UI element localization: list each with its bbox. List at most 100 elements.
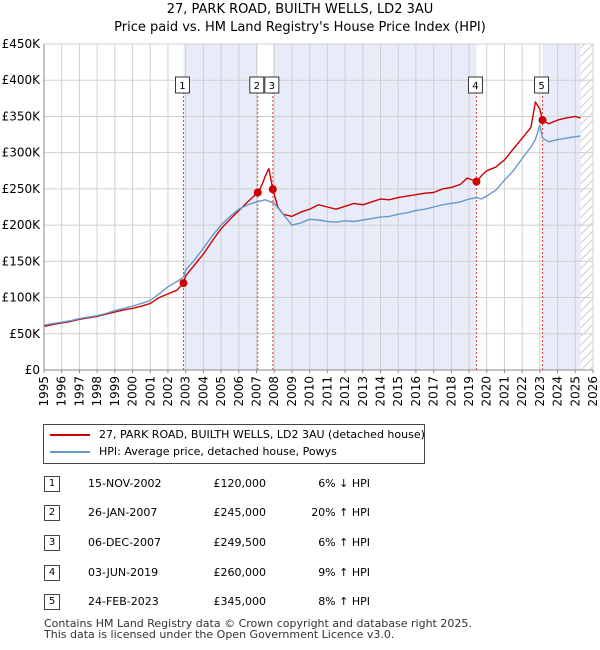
sale-price: £345,000	[213, 595, 267, 608]
x-tick-label: 2011	[320, 376, 334, 407]
legend-item-hpi: HPI: Average price, detached house, Powy…	[50, 444, 337, 460]
sale-date: 03-JUN-2019	[88, 566, 159, 579]
future-hatch	[580, 44, 593, 370]
legend-swatch-blue	[50, 451, 90, 453]
sale-number: 5	[44, 594, 60, 610]
sale-date: 26-JAN-2007	[88, 506, 158, 519]
sale-price: £120,000	[213, 477, 267, 490]
legend-swatch-red	[50, 434, 90, 436]
sale-point	[253, 188, 262, 197]
x-tick-label: 2016	[409, 376, 423, 407]
chart-title: 27, PARK ROAD, BUILTH WELLS, LD2 3AU	[166, 2, 434, 17]
sale-hpi: 20% ↑ HPI	[311, 506, 370, 519]
x-tick-label: 2018	[444, 376, 458, 407]
footer: Contains HM Land Registry data © Crown c…	[44, 618, 472, 640]
x-tick-label: 1997	[72, 376, 86, 407]
x-tick-label: 2014	[373, 376, 387, 407]
sale-row: 1 15-NOV-2002 £120,000 6% ↓ HPI	[0, 474, 600, 494]
sale-row: 4 03-JUN-2019 £260,000 9% ↑ HPI	[0, 563, 600, 583]
sale-label-box	[467, 76, 483, 94]
sale-label: 2	[254, 81, 260, 92]
sale-label: 1	[179, 81, 185, 92]
y-tick-label: £100K	[2, 291, 42, 305]
hpi-line	[44, 124, 581, 326]
chart-subtitle: Price paid vs. HM Land Registry's House …	[114, 20, 486, 35]
sale-label-box	[534, 76, 550, 94]
x-tick-label: 1999	[108, 376, 122, 407]
x-tick-label: 2019	[462, 376, 476, 407]
footer-license: This data is licensed under the Open Gov…	[44, 628, 395, 641]
sale-number: 1	[44, 476, 60, 492]
sale-price: £245,000	[213, 506, 267, 519]
sale-hpi: 8% ↑ HPI	[318, 595, 370, 608]
x-tick-label: 1996	[55, 376, 69, 407]
y-tick-label: £0	[25, 363, 40, 377]
sale-date: 24-FEB-2023	[88, 595, 159, 608]
sale-label-box	[249, 76, 265, 94]
sale-point	[268, 185, 277, 194]
y-tick-label: £400K	[2, 73, 42, 87]
legend-label-property: 27, PARK ROAD, BUILTH WELLS, LD2 3AU (de…	[99, 428, 425, 441]
sale-point	[538, 116, 547, 125]
x-tick-label: 2003	[179, 376, 193, 407]
x-tick-label: 2017	[427, 376, 441, 407]
x-tick-label: 2009	[285, 376, 299, 407]
sale-label-box	[174, 76, 190, 94]
x-tick-label: 2022	[515, 376, 529, 407]
sale-label-box	[264, 76, 280, 94]
sale-hpi: 9% ↑ HPI	[318, 566, 370, 579]
x-tick-label: 1998	[90, 376, 104, 407]
sale-price: £249,500	[213, 536, 267, 549]
y-tick-label: £250K	[2, 182, 42, 196]
x-tick-label: 2024	[551, 376, 565, 407]
sale-number: 3	[44, 535, 60, 551]
x-tick-label: 1995	[37, 376, 51, 407]
sale-number: 2	[44, 505, 60, 521]
x-tick-label: 2026	[586, 376, 600, 407]
legend-label-hpi: HPI: Average price, detached house, Powy…	[99, 445, 337, 458]
sale-hpi: 6% ↑ HPI	[318, 536, 370, 549]
sale-price: £260,000	[213, 566, 267, 579]
x-tick-label: 2021	[497, 376, 511, 407]
x-tick-label: 2001	[143, 376, 157, 407]
x-tick-label: 2020	[480, 376, 494, 407]
x-tick-label: 2023	[533, 376, 547, 407]
y-tick-label: £350K	[2, 109, 42, 123]
y-tick-label: £50K	[9, 327, 41, 341]
x-tick-label: 2004	[196, 376, 210, 407]
legend-item-property: 27, PARK ROAD, BUILTH WELLS, LD2 3AU (de…	[50, 427, 425, 443]
sale-date: 06-DEC-2007	[88, 536, 162, 549]
sale-row: 5 24-FEB-2023 £345,000 8% ↑ HPI	[0, 592, 600, 612]
sale-label: 3	[269, 81, 275, 92]
x-tick-label: 2000	[126, 376, 140, 407]
y-tick-label: £150K	[2, 254, 42, 268]
y-tick-label: £450K	[2, 37, 42, 51]
x-tick-label: 2010	[303, 376, 317, 407]
chart-legend: 27, PARK ROAD, BUILTH WELLS, LD2 3AU (de…	[43, 424, 425, 464]
ownership-band	[542, 44, 581, 370]
sale-row: 2 26-JAN-2007 £245,000 20% ↑ HPI	[0, 503, 600, 523]
x-tick-label: 2002	[161, 376, 175, 407]
x-tick-label: 2015	[391, 376, 405, 407]
x-tick-label: 2025	[568, 376, 582, 407]
sale-label: 5	[538, 81, 544, 92]
x-tick-label: 2012	[338, 376, 352, 407]
sale-row: 3 06-DEC-2007 £249,500 6% ↑ HPI	[0, 533, 600, 553]
x-tick-label: 2008	[267, 376, 281, 407]
y-tick-label: £200K	[2, 218, 42, 232]
x-tick-label: 2006	[232, 376, 246, 407]
property-price-line	[44, 101, 581, 328]
sale-point	[179, 279, 188, 288]
x-tick-label: 2007	[250, 376, 264, 407]
x-tick-label: 2005	[214, 376, 228, 407]
x-tick-label: 2013	[356, 376, 370, 407]
y-tick-label: £300K	[2, 146, 42, 160]
sale-label: 4	[472, 81, 478, 92]
ownership-band	[272, 44, 477, 370]
sale-point	[472, 177, 481, 186]
footer-copyright: Contains HM Land Registry data © Crown c…	[44, 617, 472, 630]
sale-date: 15-NOV-2002	[88, 477, 162, 490]
sale-number: 4	[44, 565, 60, 581]
sale-hpi: 6% ↓ HPI	[318, 477, 370, 490]
